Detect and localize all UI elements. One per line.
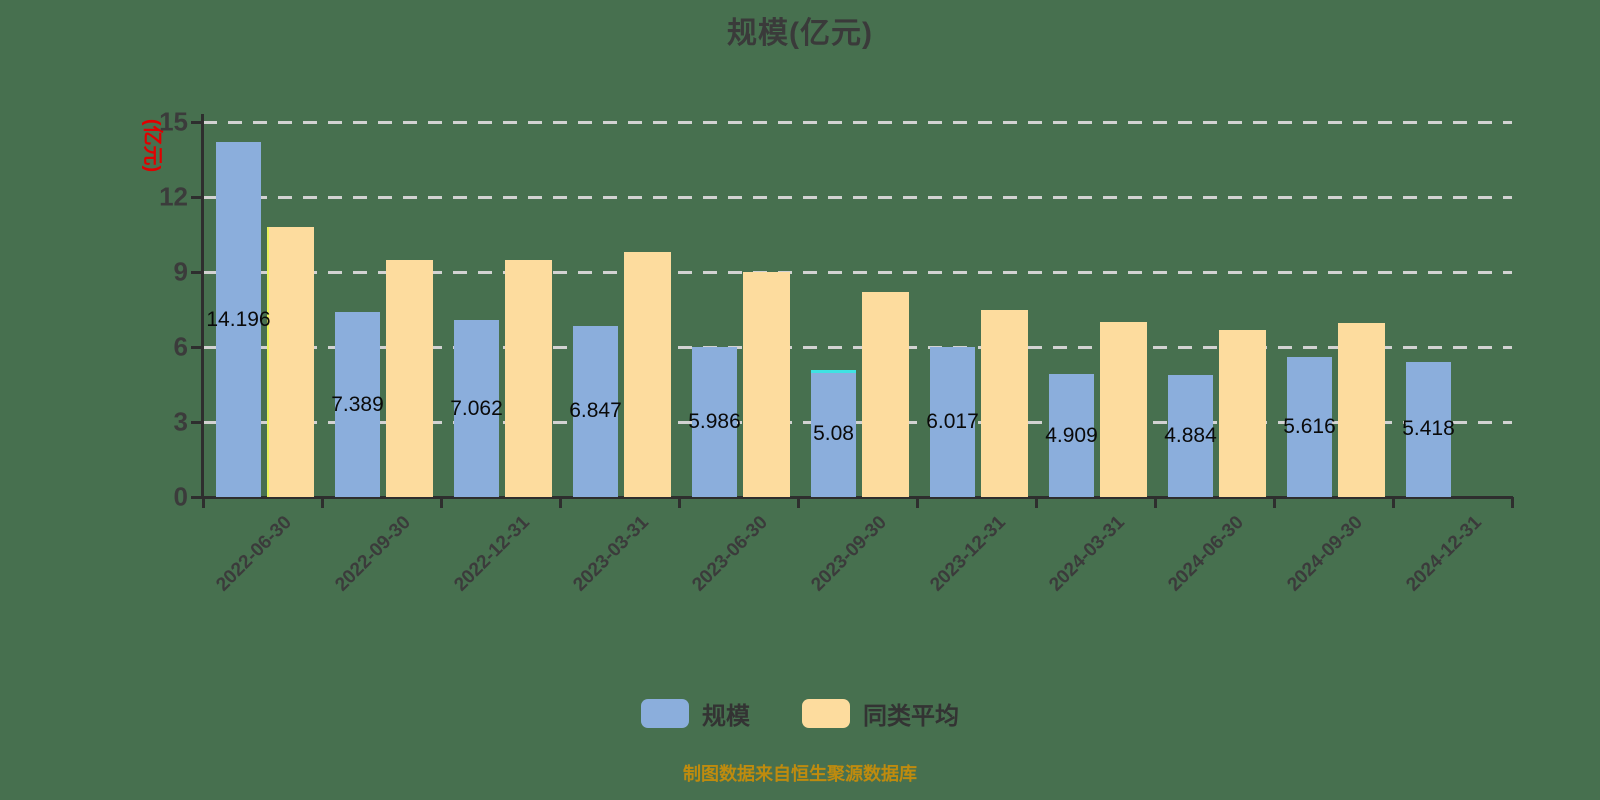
legend-item-1[interactable]: 同类平均 bbox=[802, 696, 959, 731]
y-tick-mark-9 bbox=[191, 271, 201, 274]
x-tick-mark-11 bbox=[1511, 497, 1514, 508]
bar-同类平均-2024-03-31[interactable] bbox=[1100, 322, 1147, 497]
x-tick-mark-3 bbox=[559, 497, 562, 508]
bar-同类平均-2022-12-31[interactable] bbox=[505, 259, 552, 497]
bar-规模-2024-09-30[interactable] bbox=[1287, 356, 1332, 497]
bar-同类平均-2024-06-30[interactable] bbox=[1219, 329, 1266, 497]
footer-source-note: 制图数据来自恒生聚源数据库 bbox=[683, 764, 917, 784]
y-tick-label-9: 9 bbox=[173, 256, 188, 287]
gridline-9 bbox=[203, 271, 1512, 274]
y-tick-label-15: 15 bbox=[159, 106, 188, 137]
legend-item-0[interactable]: 规模 bbox=[641, 696, 750, 731]
x-tick-mark-2 bbox=[440, 497, 443, 508]
legend: 规模 同类平均 bbox=[0, 696, 1600, 731]
bar-规模-2023-06-30[interactable] bbox=[692, 347, 737, 497]
bar-同类平均-2022-09-30[interactable] bbox=[386, 259, 433, 497]
legend-label-0: 规模 bbox=[702, 703, 750, 730]
y-tick-label-0: 0 bbox=[173, 481, 188, 512]
y-tick-mark-3 bbox=[191, 421, 201, 424]
y-tick-label-12: 12 bbox=[159, 181, 188, 212]
x-tick-mark-4 bbox=[678, 497, 681, 508]
legend-label-1: 同类平均 bbox=[863, 703, 959, 730]
y-tick-mark-12 bbox=[191, 196, 201, 199]
bar-规模-2023-09-30[interactable] bbox=[811, 370, 856, 497]
gridline-3 bbox=[203, 421, 1512, 424]
bar-规模-2022-06-30[interactable] bbox=[216, 142, 261, 497]
x-tick-mark-10 bbox=[1392, 497, 1395, 508]
bar-同类平均-2022-06-30[interactable] bbox=[267, 227, 314, 497]
bar-value-label-2024-09-30: 5.616 bbox=[1283, 414, 1336, 438]
y-tick-mark-15 bbox=[191, 121, 201, 124]
bar-value-label-2023-06-30: 5.986 bbox=[688, 410, 741, 434]
bar-同类平均-2024-09-30[interactable] bbox=[1338, 323, 1385, 497]
y-tick-mark-6 bbox=[191, 346, 201, 349]
chart-title: 规模(亿元) bbox=[727, 17, 873, 50]
bar-规模-2023-03-31[interactable] bbox=[573, 325, 618, 497]
bar-value-label-2024-12-31: 5.418 bbox=[1402, 417, 1455, 441]
x-tick-mark-6 bbox=[916, 497, 919, 508]
bar-value-label-2024-03-31: 4.909 bbox=[1045, 423, 1098, 447]
bar-规模-2024-12-31[interactable] bbox=[1406, 361, 1451, 497]
bar-value-label-2022-06-30: 14.196 bbox=[206, 307, 271, 331]
bar-value-label-2023-03-31: 6.847 bbox=[569, 399, 622, 423]
gridline-6 bbox=[203, 346, 1512, 349]
x-tick-mark-7 bbox=[1035, 497, 1038, 508]
bar-value-label-2023-09-30: 5.08 bbox=[813, 421, 854, 445]
x-tick-mark-9 bbox=[1273, 497, 1276, 508]
gridline-15 bbox=[203, 121, 1512, 124]
x-axis-line bbox=[201, 496, 1513, 499]
y-tick-label-3: 3 bbox=[173, 406, 188, 437]
legend-swatch-1 bbox=[802, 699, 850, 728]
bar-规模-2024-06-30[interactable] bbox=[1168, 374, 1213, 497]
y-tick-label-6: 6 bbox=[173, 331, 188, 362]
legend-swatch-0 bbox=[641, 699, 689, 728]
y-tick-mark-0 bbox=[191, 496, 201, 499]
x-tick-mark-1 bbox=[321, 497, 324, 508]
y-axis-line bbox=[201, 114, 204, 499]
gridline-12 bbox=[203, 196, 1512, 199]
x-tick-mark-0 bbox=[202, 497, 205, 508]
bar-value-label-2022-09-30: 7.389 bbox=[331, 392, 384, 416]
x-tick-mark-8 bbox=[1154, 497, 1157, 508]
bar-value-label-2024-06-30: 4.884 bbox=[1164, 423, 1217, 447]
bar-同类平均-2023-03-31[interactable] bbox=[624, 252, 671, 497]
bar-规模-2023-12-31[interactable] bbox=[930, 346, 975, 497]
bar-value-label-2023-12-31: 6.017 bbox=[926, 409, 979, 433]
bar-同类平均-2023-06-30[interactable] bbox=[743, 272, 790, 497]
x-tick-mark-5 bbox=[797, 497, 800, 508]
bar-规模-2022-09-30[interactable] bbox=[335, 312, 380, 497]
bar-同类平均-2023-12-31[interactable] bbox=[981, 309, 1028, 497]
bar-同类平均-2023-09-30[interactable] bbox=[862, 292, 909, 497]
bar-规模-2024-03-31[interactable] bbox=[1049, 374, 1094, 497]
bar-规模-2022-12-31[interactable] bbox=[454, 320, 499, 497]
bar-value-label-2022-12-31: 7.062 bbox=[450, 396, 503, 420]
